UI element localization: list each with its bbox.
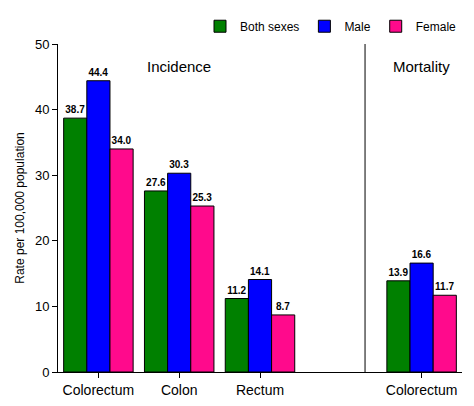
svg-text:14.1: 14.1 — [250, 266, 270, 277]
svg-text:44.4: 44.4 — [88, 67, 108, 78]
svg-text:34.0: 34.0 — [112, 135, 132, 146]
svg-text:40: 40 — [35, 102, 49, 117]
svg-text:Colorectum: Colorectum — [63, 382, 135, 398]
svg-text:Mortality: Mortality — [393, 58, 450, 75]
svg-text:30: 30 — [35, 168, 49, 183]
svg-text:50: 50 — [35, 37, 49, 52]
svg-text:Colorectum: Colorectum — [386, 382, 458, 398]
svg-text:38.7: 38.7 — [65, 104, 85, 115]
svg-text:10: 10 — [35, 299, 49, 314]
svg-text:8.7: 8.7 — [276, 301, 290, 312]
svg-text:Rectum: Rectum — [236, 382, 284, 398]
svg-text:11.2: 11.2 — [227, 285, 246, 296]
svg-text:20: 20 — [35, 233, 49, 248]
svg-text:27.6: 27.6 — [146, 177, 166, 188]
svg-text:Both sexes: Both sexes — [240, 20, 299, 34]
svg-text:13.9: 13.9 — [388, 267, 408, 278]
svg-text:25.3: 25.3 — [192, 192, 212, 203]
svg-text:Rate per 100,000 population: Rate per 100,000 population — [13, 132, 27, 283]
svg-text:11.7: 11.7 — [435, 281, 454, 292]
svg-text:Female: Female — [416, 20, 456, 34]
svg-text:16.6: 16.6 — [412, 249, 432, 260]
svg-text:0: 0 — [42, 365, 49, 380]
svg-text:Incidence: Incidence — [147, 58, 211, 75]
svg-text:Colon: Colon — [161, 382, 198, 398]
svg-text:Male: Male — [344, 20, 370, 34]
svg-text:30.3: 30.3 — [169, 159, 189, 170]
